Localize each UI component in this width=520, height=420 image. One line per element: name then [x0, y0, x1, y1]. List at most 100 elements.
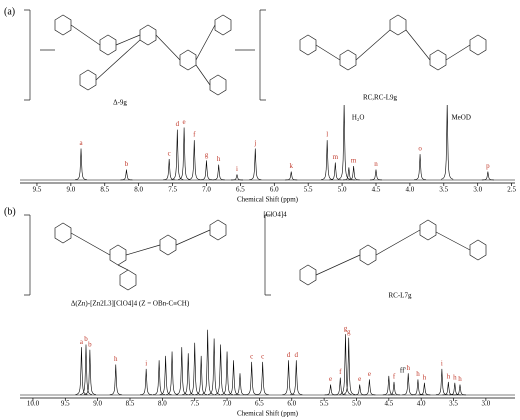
peak — [166, 351, 179, 395]
x-tick-label: 4.0 — [406, 186, 415, 194]
peak-label: i — [441, 360, 443, 368]
peak-label: b — [84, 335, 88, 343]
x-tick-label: 9.0 — [93, 400, 102, 408]
x-tick-label: 10.0 — [27, 400, 40, 408]
peak — [481, 171, 494, 181]
peak — [342, 337, 355, 395]
peak — [387, 381, 401, 396]
peak — [329, 162, 342, 181]
peaks — [74, 105, 494, 181]
peak-label: m — [351, 157, 357, 165]
peak-label: ff' — [400, 366, 406, 374]
x-axis-title: Chemical Shift (ppm) — [237, 410, 299, 418]
peak-label: h — [458, 375, 462, 383]
x-tick-label: 7.5 — [168, 186, 177, 194]
peak-label: i — [145, 360, 147, 368]
peak — [221, 351, 234, 395]
peak — [324, 384, 337, 396]
peak-label: h — [217, 155, 221, 163]
peak — [79, 344, 93, 395]
x-tick-label: 3.0 — [473, 186, 482, 194]
peak — [249, 148, 262, 180]
peak-label: e — [183, 118, 186, 126]
peak — [339, 334, 352, 395]
peak-label: g — [205, 151, 209, 159]
peak-label: e — [329, 375, 332, 383]
peak-label: h — [416, 370, 420, 378]
peak — [448, 382, 461, 396]
peak — [200, 160, 213, 181]
peak-label: h — [447, 373, 451, 381]
peak — [442, 381, 455, 396]
peak — [411, 379, 424, 396]
x-tick-label: 7.0 — [202, 186, 211, 194]
peak — [441, 105, 454, 180]
peak — [83, 349, 96, 395]
compound-label: RC-L7g — [389, 292, 412, 300]
peak — [363, 379, 376, 396]
peak — [140, 368, 153, 396]
x-tick-label: 9.0 — [66, 186, 75, 194]
peak — [208, 338, 221, 395]
peak-label: d — [287, 351, 291, 359]
panel-label: (b) — [4, 206, 16, 217]
compound-label: RC,RC-L9g — [363, 94, 398, 102]
peak-label: f — [339, 368, 342, 376]
peak — [321, 140, 334, 180]
peak-label: H₂O — [352, 114, 365, 122]
peak — [120, 169, 133, 181]
peak-label: MeOD — [451, 114, 470, 122]
peak-label: j — [253, 139, 256, 147]
peak — [212, 164, 225, 181]
peak — [290, 360, 303, 395]
peak — [171, 129, 184, 180]
peak — [233, 373, 247, 396]
peak-label: k — [289, 162, 293, 170]
peak — [201, 329, 214, 395]
peak — [74, 148, 88, 180]
x-tick-label: 7.5 — [190, 400, 199, 408]
peak — [342, 167, 355, 181]
peak — [227, 360, 240, 395]
peak — [418, 382, 431, 396]
peak-label: e — [358, 375, 361, 383]
peaks — [75, 329, 467, 396]
x-tick-label: 8.0 — [134, 186, 143, 194]
peak-label: g — [347, 328, 351, 336]
molecule-sketch — [24, 9, 487, 296]
peak-label: d — [295, 351, 299, 359]
peak-label: a — [79, 139, 83, 147]
peak-label: h — [453, 373, 457, 381]
x-tick-label: 8.5 — [126, 400, 135, 408]
compound-label: Δ-9g — [113, 99, 127, 107]
x-tick-label: 5.5 — [320, 400, 329, 408]
peak-label: g — [344, 325, 348, 333]
peak — [109, 364, 122, 395]
peak — [338, 105, 351, 180]
peak-label: h — [114, 355, 118, 363]
peak-label: m — [333, 153, 339, 161]
peak — [369, 169, 383, 181]
peak-label: l — [326, 131, 328, 139]
peak-label: d — [176, 120, 180, 128]
peak-label: a — [80, 338, 84, 346]
peak-label: f — [193, 131, 196, 139]
peak — [188, 140, 201, 180]
peak — [285, 171, 298, 181]
x-tick-label: 5.0 — [338, 186, 347, 194]
peak — [334, 377, 347, 396]
peak — [347, 165, 360, 181]
x-tick-label: 4.0 — [417, 400, 426, 408]
peak-label: c — [250, 353, 253, 361]
peak — [414, 154, 427, 181]
x-tick-label: 3.0 — [482, 400, 491, 408]
x-tick-label: 7.0 — [223, 400, 232, 408]
panel-label: (a) — [4, 6, 15, 17]
peak — [230, 174, 243, 181]
peak-label: h — [406, 364, 410, 372]
peak — [178, 127, 191, 180]
x-tick-label: 5.0 — [352, 400, 361, 408]
compound-label: [ClO4]4 — [263, 211, 287, 219]
peak — [382, 375, 395, 396]
